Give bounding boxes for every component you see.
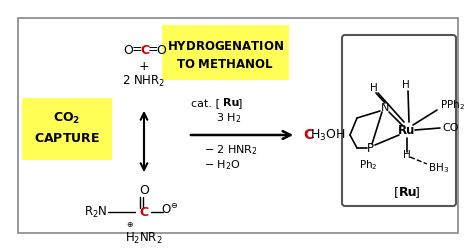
Text: [: [: [394, 186, 399, 199]
Text: $\mathit{\mathbf{CO_2}}$: $\mathit{\mathbf{CO_2}}$: [54, 110, 81, 125]
Text: H: H: [403, 150, 411, 160]
Text: $-$ H$_2$O: $-$ H$_2$O: [204, 158, 241, 172]
Text: O: O: [139, 184, 149, 196]
Text: O: O: [123, 43, 133, 57]
Text: C: C: [139, 206, 148, 218]
Text: $\mathit{\mathbf{CAPTURE}}$: $\mathit{\mathbf{CAPTURE}}$: [34, 131, 100, 145]
Text: 3 H$_2$: 3 H$_2$: [216, 111, 241, 125]
Text: Ru: Ru: [223, 98, 239, 108]
Text: CO: CO: [442, 123, 458, 133]
Text: PPh$_2$: PPh$_2$: [440, 98, 465, 112]
FancyBboxPatch shape: [342, 35, 456, 206]
Text: cat. [: cat. [: [191, 98, 220, 108]
Text: Ru: Ru: [398, 124, 416, 136]
Bar: [22, 98, 112, 160]
Text: H$_2$NR$_2$: H$_2$NR$_2$: [125, 230, 163, 246]
Text: C: C: [303, 128, 313, 142]
Text: R$_2$N: R$_2$N: [83, 204, 107, 219]
Text: O: O: [156, 43, 166, 57]
Text: ]: ]: [238, 98, 242, 108]
Text: $-$ 2 HNR$_2$: $-$ 2 HNR$_2$: [204, 143, 258, 157]
Text: BH$_3$: BH$_3$: [428, 161, 449, 175]
Text: H: H: [370, 83, 378, 93]
Text: Ph$_2$: Ph$_2$: [359, 158, 377, 172]
Text: C: C: [140, 43, 150, 57]
Bar: [162, 25, 289, 80]
Text: $^{\oplus}$: $^{\oplus}$: [126, 221, 134, 231]
Text: +: +: [139, 60, 149, 72]
Text: Ru: Ru: [399, 186, 418, 199]
Text: 2 NHR$_2$: 2 NHR$_2$: [122, 73, 165, 89]
Text: H$_3$OH: H$_3$OH: [310, 127, 346, 143]
Text: N: N: [381, 103, 389, 113]
Bar: [18, 18, 458, 233]
Text: ]: ]: [415, 186, 420, 199]
Text: $\mathit{\mathbf{TO\ METHANOL}}$: $\mathit{\mathbf{TO\ METHANOL}}$: [176, 59, 274, 71]
Text: P: P: [366, 142, 374, 155]
Text: =: =: [132, 43, 142, 57]
Text: H: H: [402, 80, 410, 90]
Text: $\mathit{\mathbf{HYDROGENATION}}$: $\mathit{\mathbf{HYDROGENATION}}$: [166, 40, 283, 54]
Text: =: =: [148, 43, 158, 57]
Text: O$^{\ominus}$: O$^{\ominus}$: [161, 203, 179, 217]
